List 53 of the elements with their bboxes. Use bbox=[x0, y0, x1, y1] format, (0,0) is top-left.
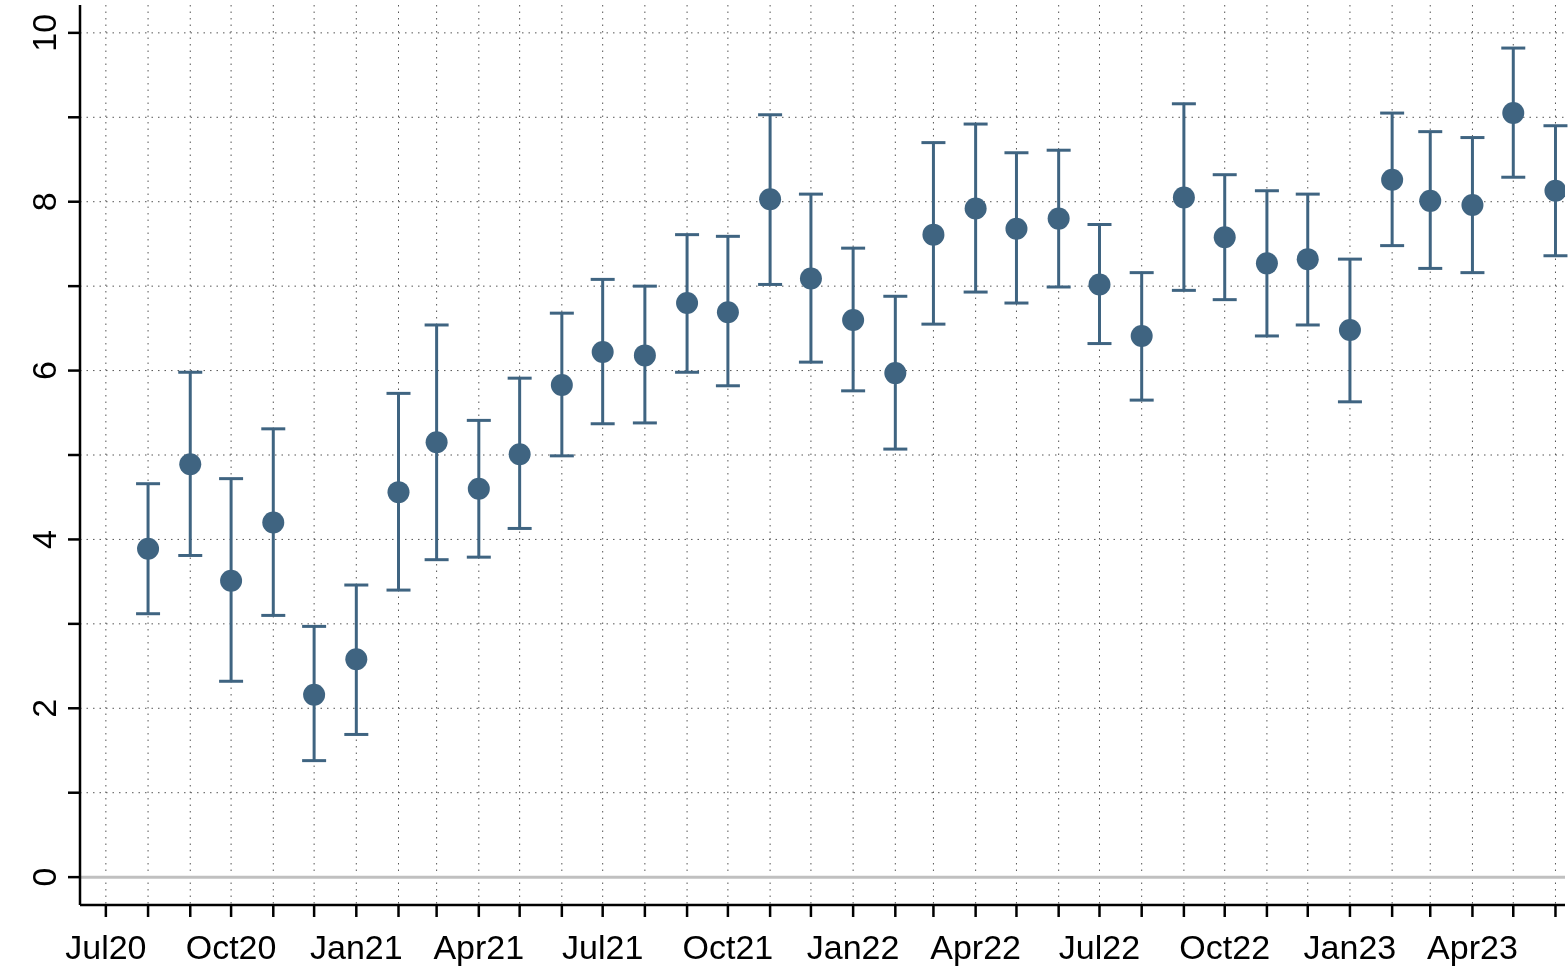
point bbox=[1461, 194, 1484, 217]
point bbox=[884, 362, 907, 385]
x-tick-label: Oct21 bbox=[682, 928, 774, 966]
x-tick-label: Jan23 bbox=[1303, 928, 1397, 966]
y-tick-label: 6 bbox=[25, 361, 63, 381]
y-tick-label: 8 bbox=[25, 192, 63, 212]
point bbox=[179, 453, 202, 476]
x-tick-label: Oct20 bbox=[185, 928, 277, 966]
point bbox=[1338, 319, 1361, 342]
point bbox=[842, 308, 865, 331]
point bbox=[345, 648, 368, 671]
x-tick-label: Jan22 bbox=[806, 928, 900, 966]
x-tick-label: Jul20 bbox=[65, 928, 147, 966]
point bbox=[1047, 207, 1070, 230]
point bbox=[922, 223, 945, 246]
point bbox=[387, 481, 410, 504]
point bbox=[220, 569, 243, 592]
point bbox=[1255, 252, 1278, 275]
point bbox=[964, 197, 987, 220]
point bbox=[303, 683, 326, 706]
point bbox=[1130, 324, 1153, 347]
y-tick-label: 4 bbox=[25, 529, 63, 549]
point bbox=[1296, 248, 1319, 271]
point bbox=[591, 341, 614, 363]
point bbox=[1381, 168, 1404, 191]
point bbox=[633, 344, 656, 367]
point bbox=[1502, 102, 1525, 125]
point bbox=[676, 292, 699, 315]
x-tick-label: Apr22 bbox=[930, 928, 1021, 966]
point bbox=[137, 537, 160, 560]
point bbox=[716, 301, 739, 324]
point bbox=[425, 431, 448, 454]
point bbox=[1088, 273, 1111, 296]
point bbox=[1172, 186, 1195, 209]
point bbox=[759, 188, 782, 211]
y-tick-label: 2 bbox=[25, 698, 63, 718]
x-tick-label: Apr23 bbox=[1427, 928, 1518, 966]
point bbox=[1419, 189, 1442, 212]
point bbox=[1544, 179, 1565, 202]
x-tick-label: Oct22 bbox=[1179, 928, 1271, 966]
x-tick-label: Jan21 bbox=[309, 928, 403, 966]
point bbox=[1005, 217, 1028, 240]
x-tick-label: Apr21 bbox=[433, 928, 525, 966]
y-tick-label: 0 bbox=[25, 867, 63, 887]
x-tick-label: Jul22 bbox=[1058, 928, 1141, 966]
x-tick-label: Jul21 bbox=[562, 928, 644, 966]
point bbox=[550, 373, 573, 396]
point bbox=[262, 511, 285, 534]
point bbox=[799, 267, 822, 290]
point bbox=[1213, 226, 1236, 249]
y-tick-label: 10 bbox=[25, 13, 63, 52]
point bbox=[508, 443, 531, 466]
point bbox=[467, 477, 490, 500]
